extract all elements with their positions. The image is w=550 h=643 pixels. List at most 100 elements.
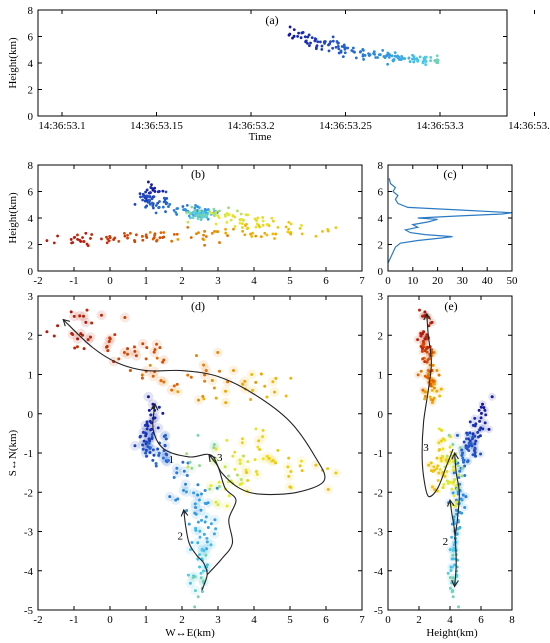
source-point xyxy=(351,46,355,50)
source-point xyxy=(188,548,192,552)
source-point xyxy=(418,55,422,59)
source-point xyxy=(353,50,356,54)
panel-c-ytick-label: 2 xyxy=(378,240,384,252)
source-point xyxy=(233,225,237,228)
source-point xyxy=(337,47,341,51)
source-point xyxy=(224,231,228,235)
source-point xyxy=(455,532,459,536)
source-point xyxy=(432,386,436,390)
source-point xyxy=(231,369,235,373)
source-point xyxy=(209,211,213,215)
source-point xyxy=(141,234,144,238)
source-point xyxy=(185,452,189,456)
source-point xyxy=(461,456,465,460)
source-point xyxy=(56,324,60,328)
source-point xyxy=(175,382,179,386)
panel-c-xtick-label: 10 xyxy=(407,275,419,287)
source-point xyxy=(416,58,420,62)
source-point xyxy=(229,218,233,222)
source-point xyxy=(298,464,302,468)
source-point xyxy=(212,532,216,536)
source-point xyxy=(320,44,324,48)
source-point xyxy=(231,454,235,458)
source-point xyxy=(287,474,291,478)
source-point xyxy=(292,34,296,38)
source-point xyxy=(162,380,166,384)
source-point xyxy=(450,487,454,491)
source-point xyxy=(227,494,231,498)
source-point xyxy=(161,411,165,415)
source-point xyxy=(455,433,459,437)
source-point xyxy=(457,476,461,480)
source-point xyxy=(287,227,291,231)
source-point xyxy=(265,454,269,458)
source-point xyxy=(327,49,331,53)
source-point xyxy=(150,421,154,425)
source-point xyxy=(429,461,433,465)
source-point xyxy=(328,42,331,46)
source-point xyxy=(412,55,416,58)
leader-path-e xyxy=(421,313,454,498)
source-point xyxy=(186,465,190,469)
source-point xyxy=(403,57,407,60)
source-point xyxy=(487,427,491,431)
source-point xyxy=(196,520,200,524)
panel-c-xtick-label: 40 xyxy=(482,275,494,287)
source-point xyxy=(232,227,235,231)
source-point xyxy=(196,595,200,599)
source-point xyxy=(424,60,428,63)
source-point xyxy=(225,220,229,224)
source-point xyxy=(408,60,412,63)
source-point xyxy=(170,388,174,392)
source-point xyxy=(196,217,200,221)
source-point xyxy=(145,420,149,424)
source-point xyxy=(147,441,151,445)
panel-b-ytick-label: 0 xyxy=(28,266,34,278)
source-point xyxy=(240,226,244,229)
source-point xyxy=(166,459,170,463)
source-point xyxy=(153,232,157,236)
panel-e-xtick-label: 0 xyxy=(385,614,391,626)
source-point xyxy=(441,437,445,441)
source-point xyxy=(452,465,456,469)
source-point xyxy=(419,345,423,349)
source-point xyxy=(216,230,220,234)
source-point xyxy=(432,468,436,472)
source-point xyxy=(194,354,198,358)
source-point xyxy=(144,451,148,455)
panel-d-xlabel: W↔E(km) xyxy=(165,627,215,639)
source-point xyxy=(470,437,474,441)
leader-path-e xyxy=(449,500,457,587)
source-point xyxy=(274,232,278,236)
source-point xyxy=(464,495,468,499)
source-point xyxy=(454,484,458,488)
source-point xyxy=(203,373,207,377)
source-point xyxy=(271,380,275,384)
source-point xyxy=(265,395,269,399)
source-point xyxy=(143,199,147,203)
source-point xyxy=(362,58,365,61)
source-point xyxy=(172,232,176,236)
source-point xyxy=(239,477,243,481)
source-point xyxy=(254,225,258,229)
source-point xyxy=(446,571,450,575)
source-point xyxy=(419,334,423,338)
source-point xyxy=(288,25,292,29)
source-point xyxy=(450,565,454,569)
source-point xyxy=(452,460,456,464)
source-point xyxy=(470,444,474,448)
panel-b-xtick-label: 7 xyxy=(359,275,365,287)
source-point xyxy=(209,522,213,526)
source-point xyxy=(241,382,245,386)
source-point xyxy=(164,433,168,437)
panel-d-ytick-label: -5 xyxy=(24,605,34,617)
panel-e-ytick-label: 1 xyxy=(378,370,384,382)
source-point xyxy=(145,427,149,431)
source-point xyxy=(154,211,158,215)
source-point xyxy=(479,411,483,415)
source-point xyxy=(206,208,210,211)
panel-c-xtick-label: 20 xyxy=(432,275,444,287)
panel-d-label: (d) xyxy=(191,299,205,313)
source-point xyxy=(451,553,455,557)
source-point xyxy=(161,189,165,193)
